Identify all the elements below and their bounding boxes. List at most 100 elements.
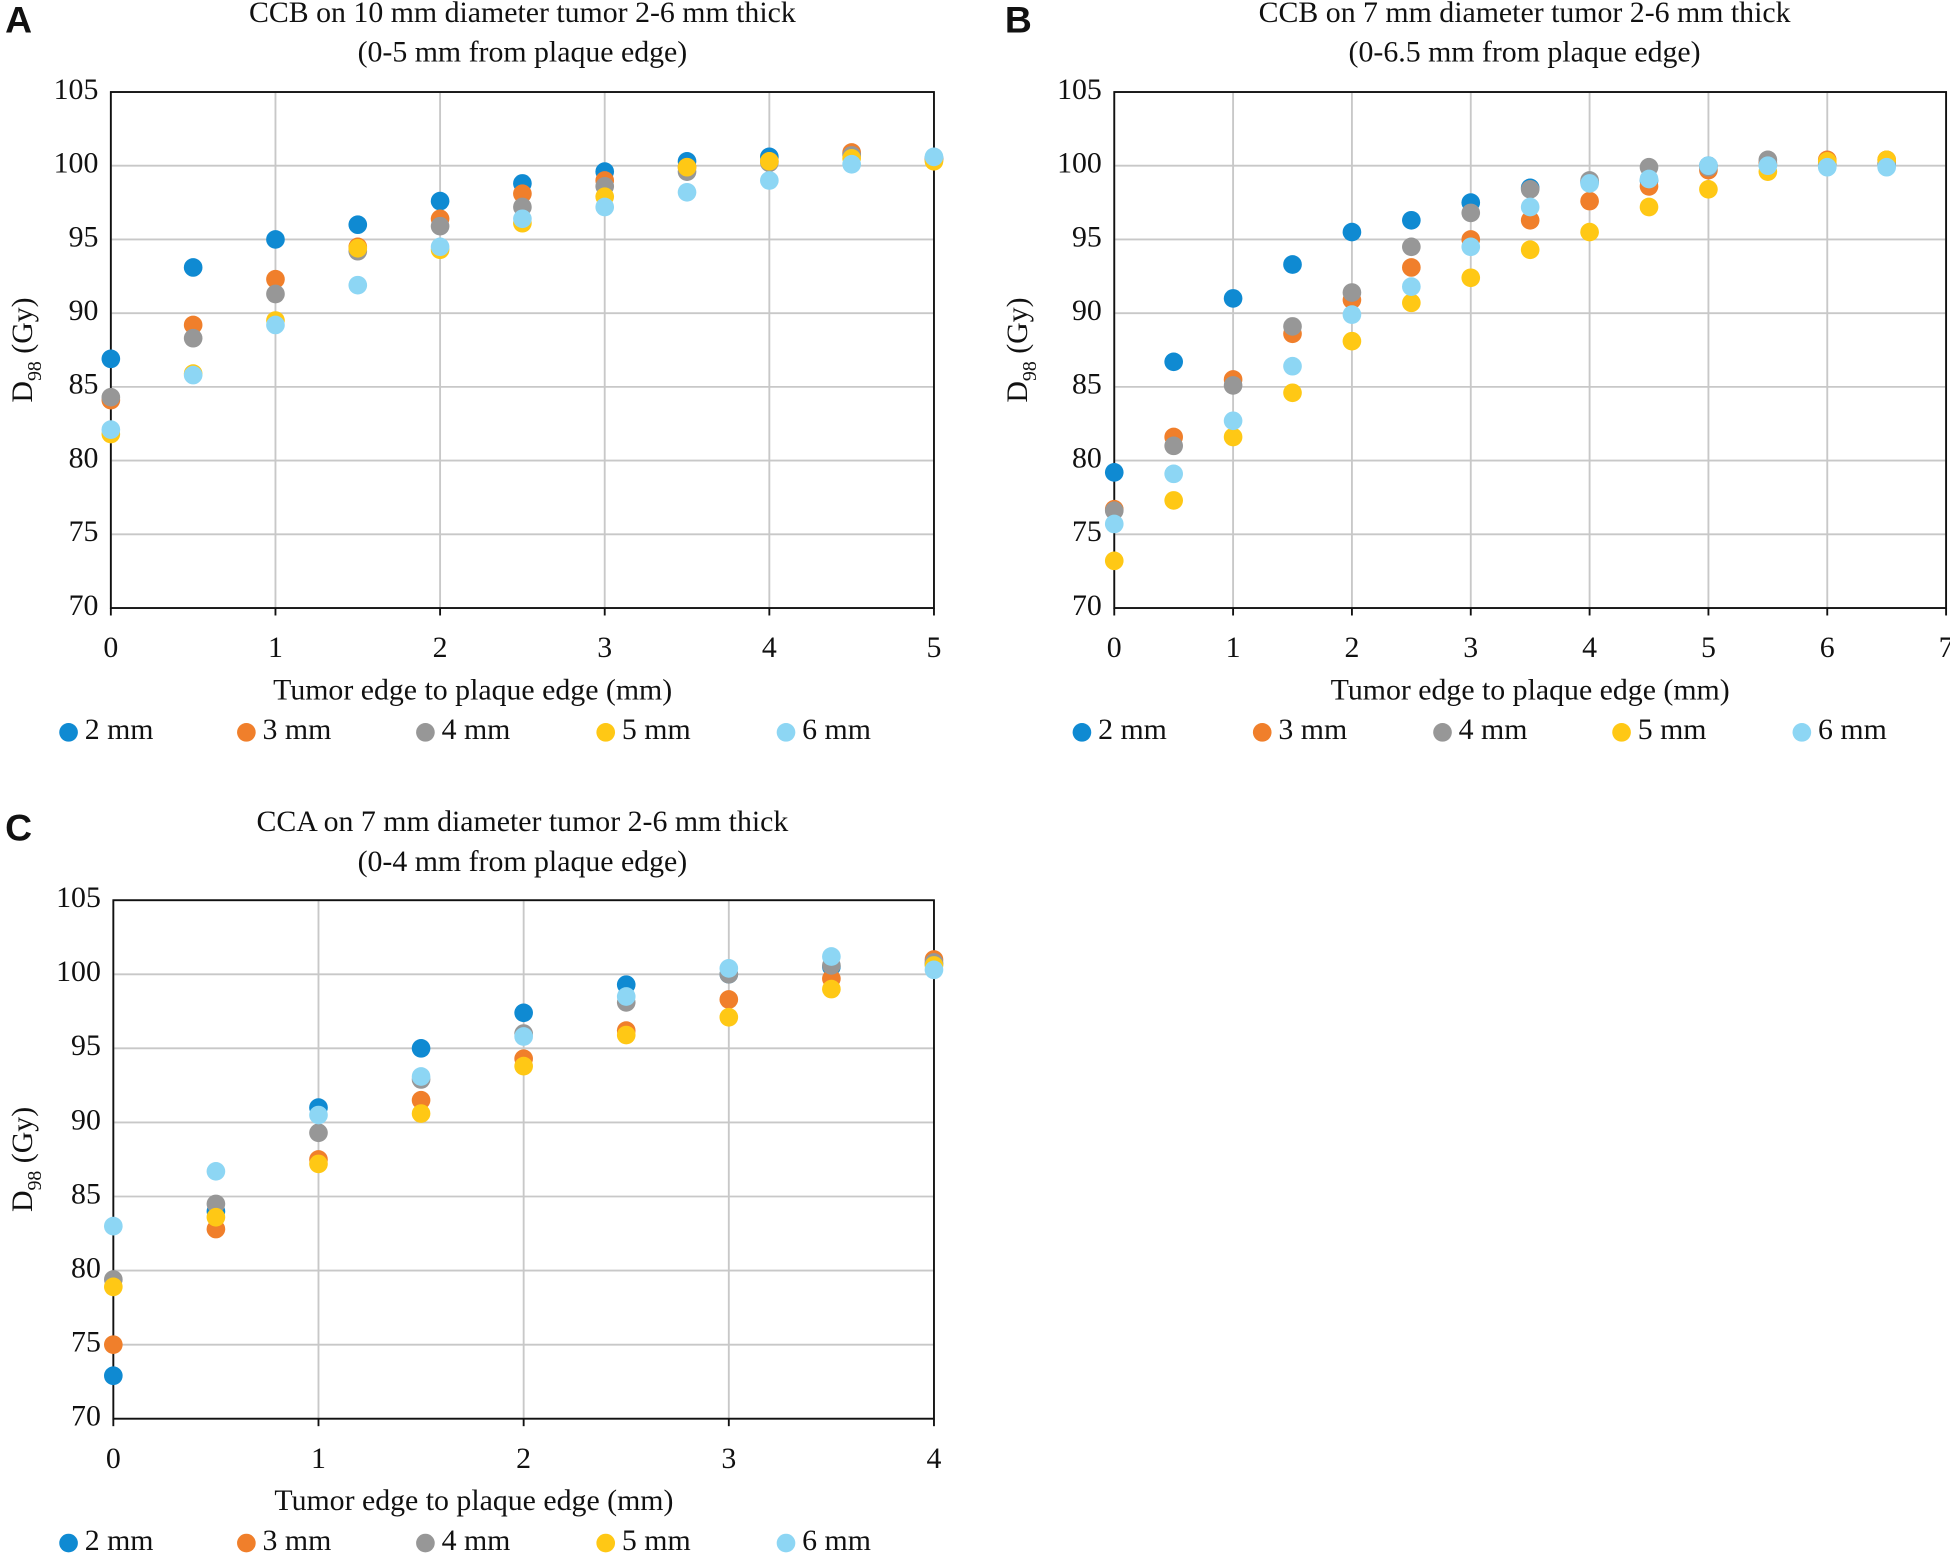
y-axis-label: D98 (Gy)	[6, 1107, 46, 1212]
legend-marker	[416, 723, 435, 742]
data-point	[183, 328, 203, 348]
data-point	[595, 197, 615, 217]
data-point	[309, 1105, 328, 1125]
data-point	[104, 1216, 123, 1236]
data-point	[1402, 237, 1421, 257]
legend-label: 5 mm	[1638, 713, 1707, 746]
legend-marker	[416, 1533, 435, 1553]
data-point	[1461, 203, 1481, 223]
y-tick-label: 70	[1072, 589, 1102, 622]
y-axis-label-part: (Gy)	[6, 297, 39, 361]
y-axis-label-part: (Gy)	[1001, 297, 1034, 361]
y-tick-label: 80	[1072, 441, 1102, 474]
data-point	[266, 230, 285, 249]
x-tick-label: 3	[1463, 631, 1478, 664]
y-tick-label: 75	[1072, 515, 1102, 548]
data-point	[348, 238, 368, 258]
data-point	[719, 990, 739, 1009]
data-point	[183, 365, 203, 385]
data-point	[1104, 463, 1124, 482]
plot-frame	[1113, 91, 1948, 609]
y-axis-label-part: D	[6, 381, 39, 403]
x-tick-label: 4	[762, 631, 777, 664]
data-point	[514, 1027, 533, 1046]
data-point	[1461, 237, 1481, 257]
data-point	[719, 1007, 739, 1027]
data-point	[1283, 255, 1302, 274]
data-point	[348, 215, 368, 235]
data-point	[266, 269, 285, 289]
legend-marker	[1612, 723, 1631, 742]
data-point	[104, 1277, 123, 1297]
data-point	[1223, 376, 1243, 395]
data-point	[1164, 352, 1184, 372]
chart-title: CCB on 7 mm diameter tumor 2-6 mm thick	[1259, 0, 1791, 29]
data-point	[1877, 157, 1897, 177]
y-tick-label: 85	[71, 1177, 101, 1210]
y-tick-label: 80	[71, 1251, 101, 1284]
legend-label: 5 mm	[622, 1524, 691, 1553]
x-tick-label: 5	[927, 631, 942, 664]
legend-marker	[1792, 723, 1812, 742]
data-point	[1580, 191, 1599, 211]
y-tick-label: 85	[1072, 368, 1102, 401]
x-tick-label: 4	[1582, 631, 1597, 664]
y-axis-label: D98 (Gy)	[1001, 297, 1041, 402]
data-point	[183, 258, 203, 277]
data-point	[1817, 157, 1837, 177]
legend-label: 3 mm	[1278, 713, 1347, 746]
chart-panel: C CCA on 7 mm diameter tumor 2-6 mm thick…	[5, 805, 941, 1553]
legend-label: 3 mm	[263, 1524, 332, 1553]
data-point	[101, 420, 121, 439]
data-point	[1342, 305, 1362, 324]
data-point	[1104, 514, 1124, 534]
y-axis-label-part: (Gy)	[6, 1107, 39, 1171]
x-tick-label: 7	[1939, 631, 1950, 664]
y-axis-label-part: 98	[24, 361, 46, 381]
data-point	[101, 387, 121, 407]
chart-subtitle: (0-4 mm from plaque edge)	[358, 845, 688, 878]
legend-label: 6 mm	[802, 1524, 871, 1553]
panel-label: B	[1005, 0, 1032, 40]
data-point	[411, 1039, 431, 1058]
data-point	[430, 237, 450, 257]
data-point	[1104, 551, 1124, 571]
x-axis-label: Tumor edge to plaque edge (mm)	[273, 673, 672, 706]
legend-label: 4 mm	[442, 1524, 511, 1553]
data-point	[1342, 222, 1362, 242]
data-point	[1402, 277, 1421, 296]
data-point	[1520, 240, 1540, 260]
chart-panel: B CCB on 7 mm diameter tumor 2-6 mm thick…	[1001, 0, 1950, 746]
x-tick-label: 3	[721, 1442, 736, 1475]
y-tick-label: 80	[69, 441, 99, 474]
data-point	[514, 1056, 533, 1076]
x-tick-label: 2	[433, 631, 448, 664]
panel-label: C	[5, 806, 32, 848]
data-point	[1402, 293, 1421, 313]
legend-marker	[776, 1533, 796, 1553]
data-point	[1283, 317, 1302, 336]
data-point	[1342, 331, 1362, 351]
data-point	[924, 147, 944, 167]
x-tick-label: 6	[1820, 631, 1835, 664]
data-point	[1520, 210, 1540, 230]
data-point	[924, 960, 944, 980]
data-point	[266, 315, 285, 335]
data-point	[677, 157, 697, 177]
data-point	[1283, 383, 1302, 403]
data-point	[101, 349, 121, 369]
data-point	[411, 1067, 431, 1086]
y-tick-label: 90	[69, 294, 99, 327]
data-point	[719, 959, 739, 978]
data-point	[822, 979, 841, 999]
legend-marker	[596, 1533, 616, 1553]
legend-marker	[1433, 723, 1452, 742]
legend-label: 6 mm	[1818, 713, 1887, 746]
data-point	[1639, 197, 1659, 217]
legend-label: 4 mm	[1459, 713, 1528, 746]
x-tick-label: 1	[1226, 631, 1241, 664]
y-tick-label: 95	[69, 220, 99, 253]
data-point	[1402, 258, 1421, 277]
y-tick-label: 95	[1072, 220, 1102, 253]
